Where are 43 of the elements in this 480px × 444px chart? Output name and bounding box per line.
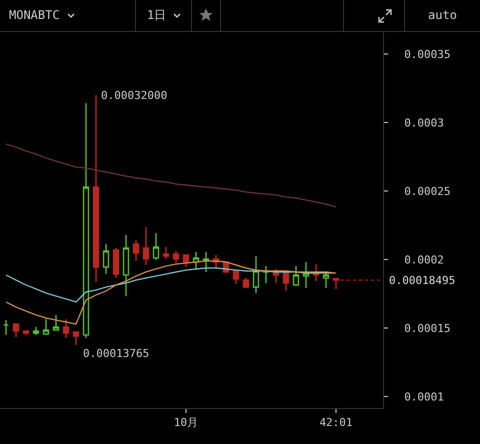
candlestick bbox=[172, 250, 180, 264]
candlestick bbox=[332, 278, 340, 290]
y-tick-label: 0.00025 bbox=[404, 184, 451, 198]
candlestick bbox=[152, 232, 160, 261]
candlestick bbox=[122, 234, 130, 297]
y-tick-label: 0.00015 bbox=[404, 322, 451, 335]
x-tick-label: 10月 bbox=[174, 416, 198, 430]
candlestick bbox=[112, 247, 120, 279]
candlestick bbox=[322, 272, 330, 289]
y-tick-label: 0.00035 bbox=[404, 48, 451, 61]
candlestick bbox=[302, 261, 310, 289]
candlestick bbox=[282, 272, 290, 292]
candlestick bbox=[132, 239, 140, 262]
candlestick bbox=[312, 263, 320, 282]
candlestick bbox=[42, 318, 50, 336]
candlestick bbox=[52, 314, 60, 331]
candlestick bbox=[62, 318, 70, 339]
y-tick-label: 0.0003 bbox=[404, 116, 444, 130]
ref-line-label: 0.00018495 bbox=[389, 274, 456, 287]
candlestick bbox=[242, 277, 250, 289]
y-tick-label: 0.0001 bbox=[404, 390, 444, 404]
candlestick bbox=[202, 251, 210, 273]
x-tick-label: 42:01 bbox=[319, 416, 353, 430]
annotation: 0.00032000 bbox=[101, 89, 168, 102]
candlestick bbox=[82, 102, 90, 339]
candlestick bbox=[72, 331, 80, 346]
candlestick bbox=[252, 255, 260, 294]
text: 1日 bbox=[147, 8, 166, 22]
annotation: 0.00013765 bbox=[83, 347, 150, 360]
candlestick bbox=[102, 243, 110, 275]
candlestick bbox=[232, 270, 240, 285]
candlestick bbox=[182, 254, 190, 268]
candlestick bbox=[292, 265, 300, 287]
line-series bbox=[5, 260, 337, 325]
y-tick-label: 0.0002 bbox=[404, 253, 444, 266]
text: auto bbox=[427, 7, 458, 24]
line-series bbox=[5, 143, 337, 208]
candlestick bbox=[12, 323, 20, 338]
candlestick bbox=[2, 319, 10, 336]
candlestick bbox=[162, 246, 170, 260]
candlestick bbox=[92, 94, 100, 283]
candlestick bbox=[142, 226, 150, 266]
chart-title: MONABTC bbox=[9, 8, 60, 22]
